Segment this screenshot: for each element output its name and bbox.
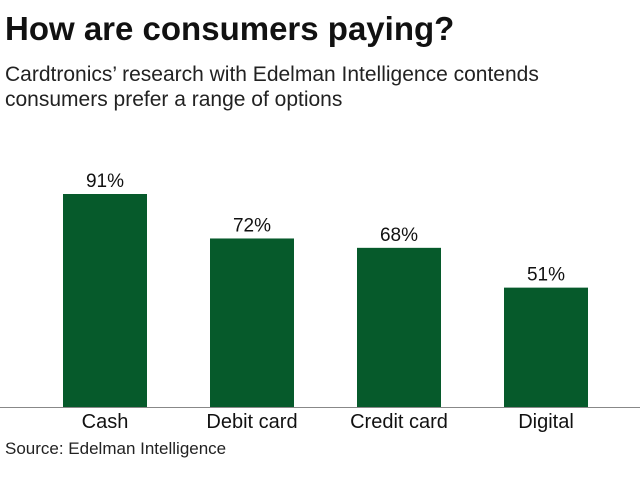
subtitle-line-2: consumers prefer a range of options: [5, 88, 343, 111]
chart-title: How are consumers paying?: [5, 10, 455, 47]
data-label-cash: 91%: [86, 171, 124, 192]
category-label-cash: Cash: [82, 411, 129, 433]
category-label-digital: Digital: [518, 411, 574, 433]
category-label-credit-card: Credit card: [350, 411, 448, 433]
category-label-debit-card: Debit card: [206, 411, 297, 433]
chart-subtitle: Cardtronics’ research with Edelman Intel…: [5, 62, 635, 112]
subtitle-line-1: Cardtronics’ research with Edelman Intel…: [5, 63, 539, 86]
data-label-debit-card: 72%: [233, 215, 271, 236]
source-note: Source: Edelman Intelligence: [5, 439, 227, 458]
data-label-digital: 51%: [527, 265, 565, 286]
bar-digital: [504, 287, 588, 407]
bar-credit-card: [357, 247, 441, 407]
bar-debit-card: [210, 238, 294, 407]
bar-cash: [63, 194, 147, 407]
data-label-credit-card: 68%: [380, 225, 418, 246]
